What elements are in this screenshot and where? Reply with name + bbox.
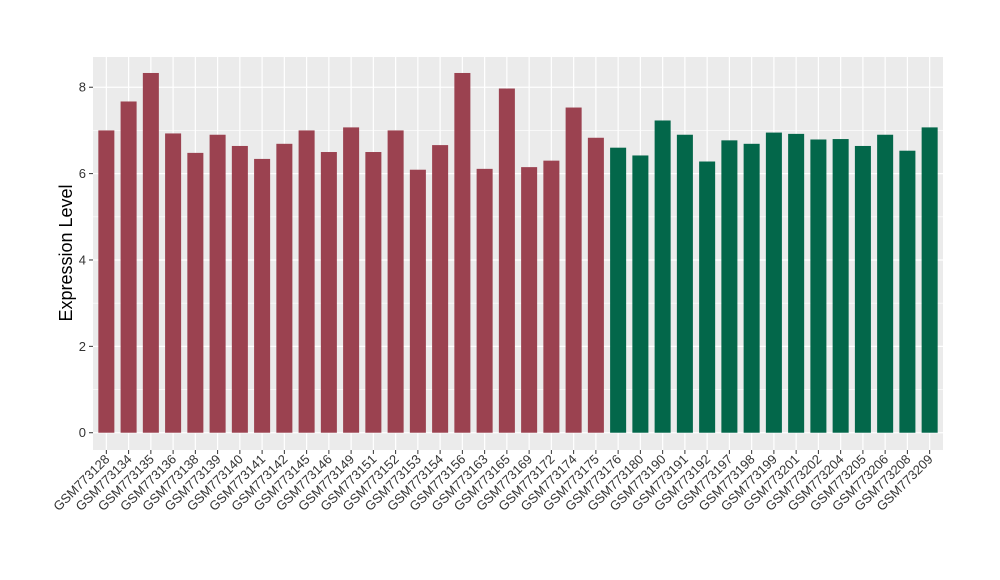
bar-GSM773209 [921,127,938,433]
bar-GSM773151 [365,152,382,433]
bar-GSM773204 [832,139,849,433]
bar-GSM773198 [743,143,760,433]
bar-GSM773197 [721,140,738,433]
bar-GSM773128 [98,130,115,433]
bar-GSM773140 [231,145,248,433]
bar-GSM773135 [142,72,159,433]
bar-GSM773146 [320,152,337,433]
y-tick-label: 0 [79,425,86,440]
bar-GSM773169 [521,167,538,433]
bar-GSM773180 [632,155,649,433]
bar-GSM773142 [276,143,293,433]
bar-GSM773149 [343,127,360,433]
bar-GSM773172 [543,160,560,433]
bar-GSM773154 [432,145,449,433]
x-axis: GSM773128GSM773134GSM773135GSM773136GSM7… [50,450,936,514]
bar-GSM773136 [165,133,182,433]
bar-GSM773153 [409,169,426,433]
bar-GSM773191 [676,134,693,433]
bar-GSM773201 [788,133,805,433]
y-tick-label: 8 [79,80,86,95]
bar-GSM773152 [387,130,404,433]
y-tick-label: 4 [79,252,86,267]
bar-GSM773208 [899,150,916,433]
bar-GSM773199 [765,132,782,433]
y-axis: 0 2 4 6 8 [79,80,93,440]
bar-GSM773176 [610,147,627,433]
bar-GSM773205 [854,145,871,433]
bar-GSM773138 [187,152,204,433]
bar-GSM773141 [254,158,271,433]
bar-GSM773206 [877,134,894,433]
y-tick-label: 6 [79,166,86,181]
bar-GSM773202 [810,139,827,433]
y-axis-title: Expression Level [56,184,76,321]
bar-GSM773192 [699,161,716,433]
bar-GSM773156 [454,72,471,433]
bar-GSM773165 [498,88,515,433]
bars [98,72,938,433]
y-tick-label: 2 [79,339,86,354]
bar-GSM773145 [298,130,315,433]
bar-GSM773163 [476,168,493,433]
bar-GSM773174 [565,107,582,433]
bar-GSM773175 [587,137,604,433]
bar-GSM773190 [654,120,671,433]
bar-GSM773139 [209,134,226,433]
bar-GSM773134 [120,101,137,433]
